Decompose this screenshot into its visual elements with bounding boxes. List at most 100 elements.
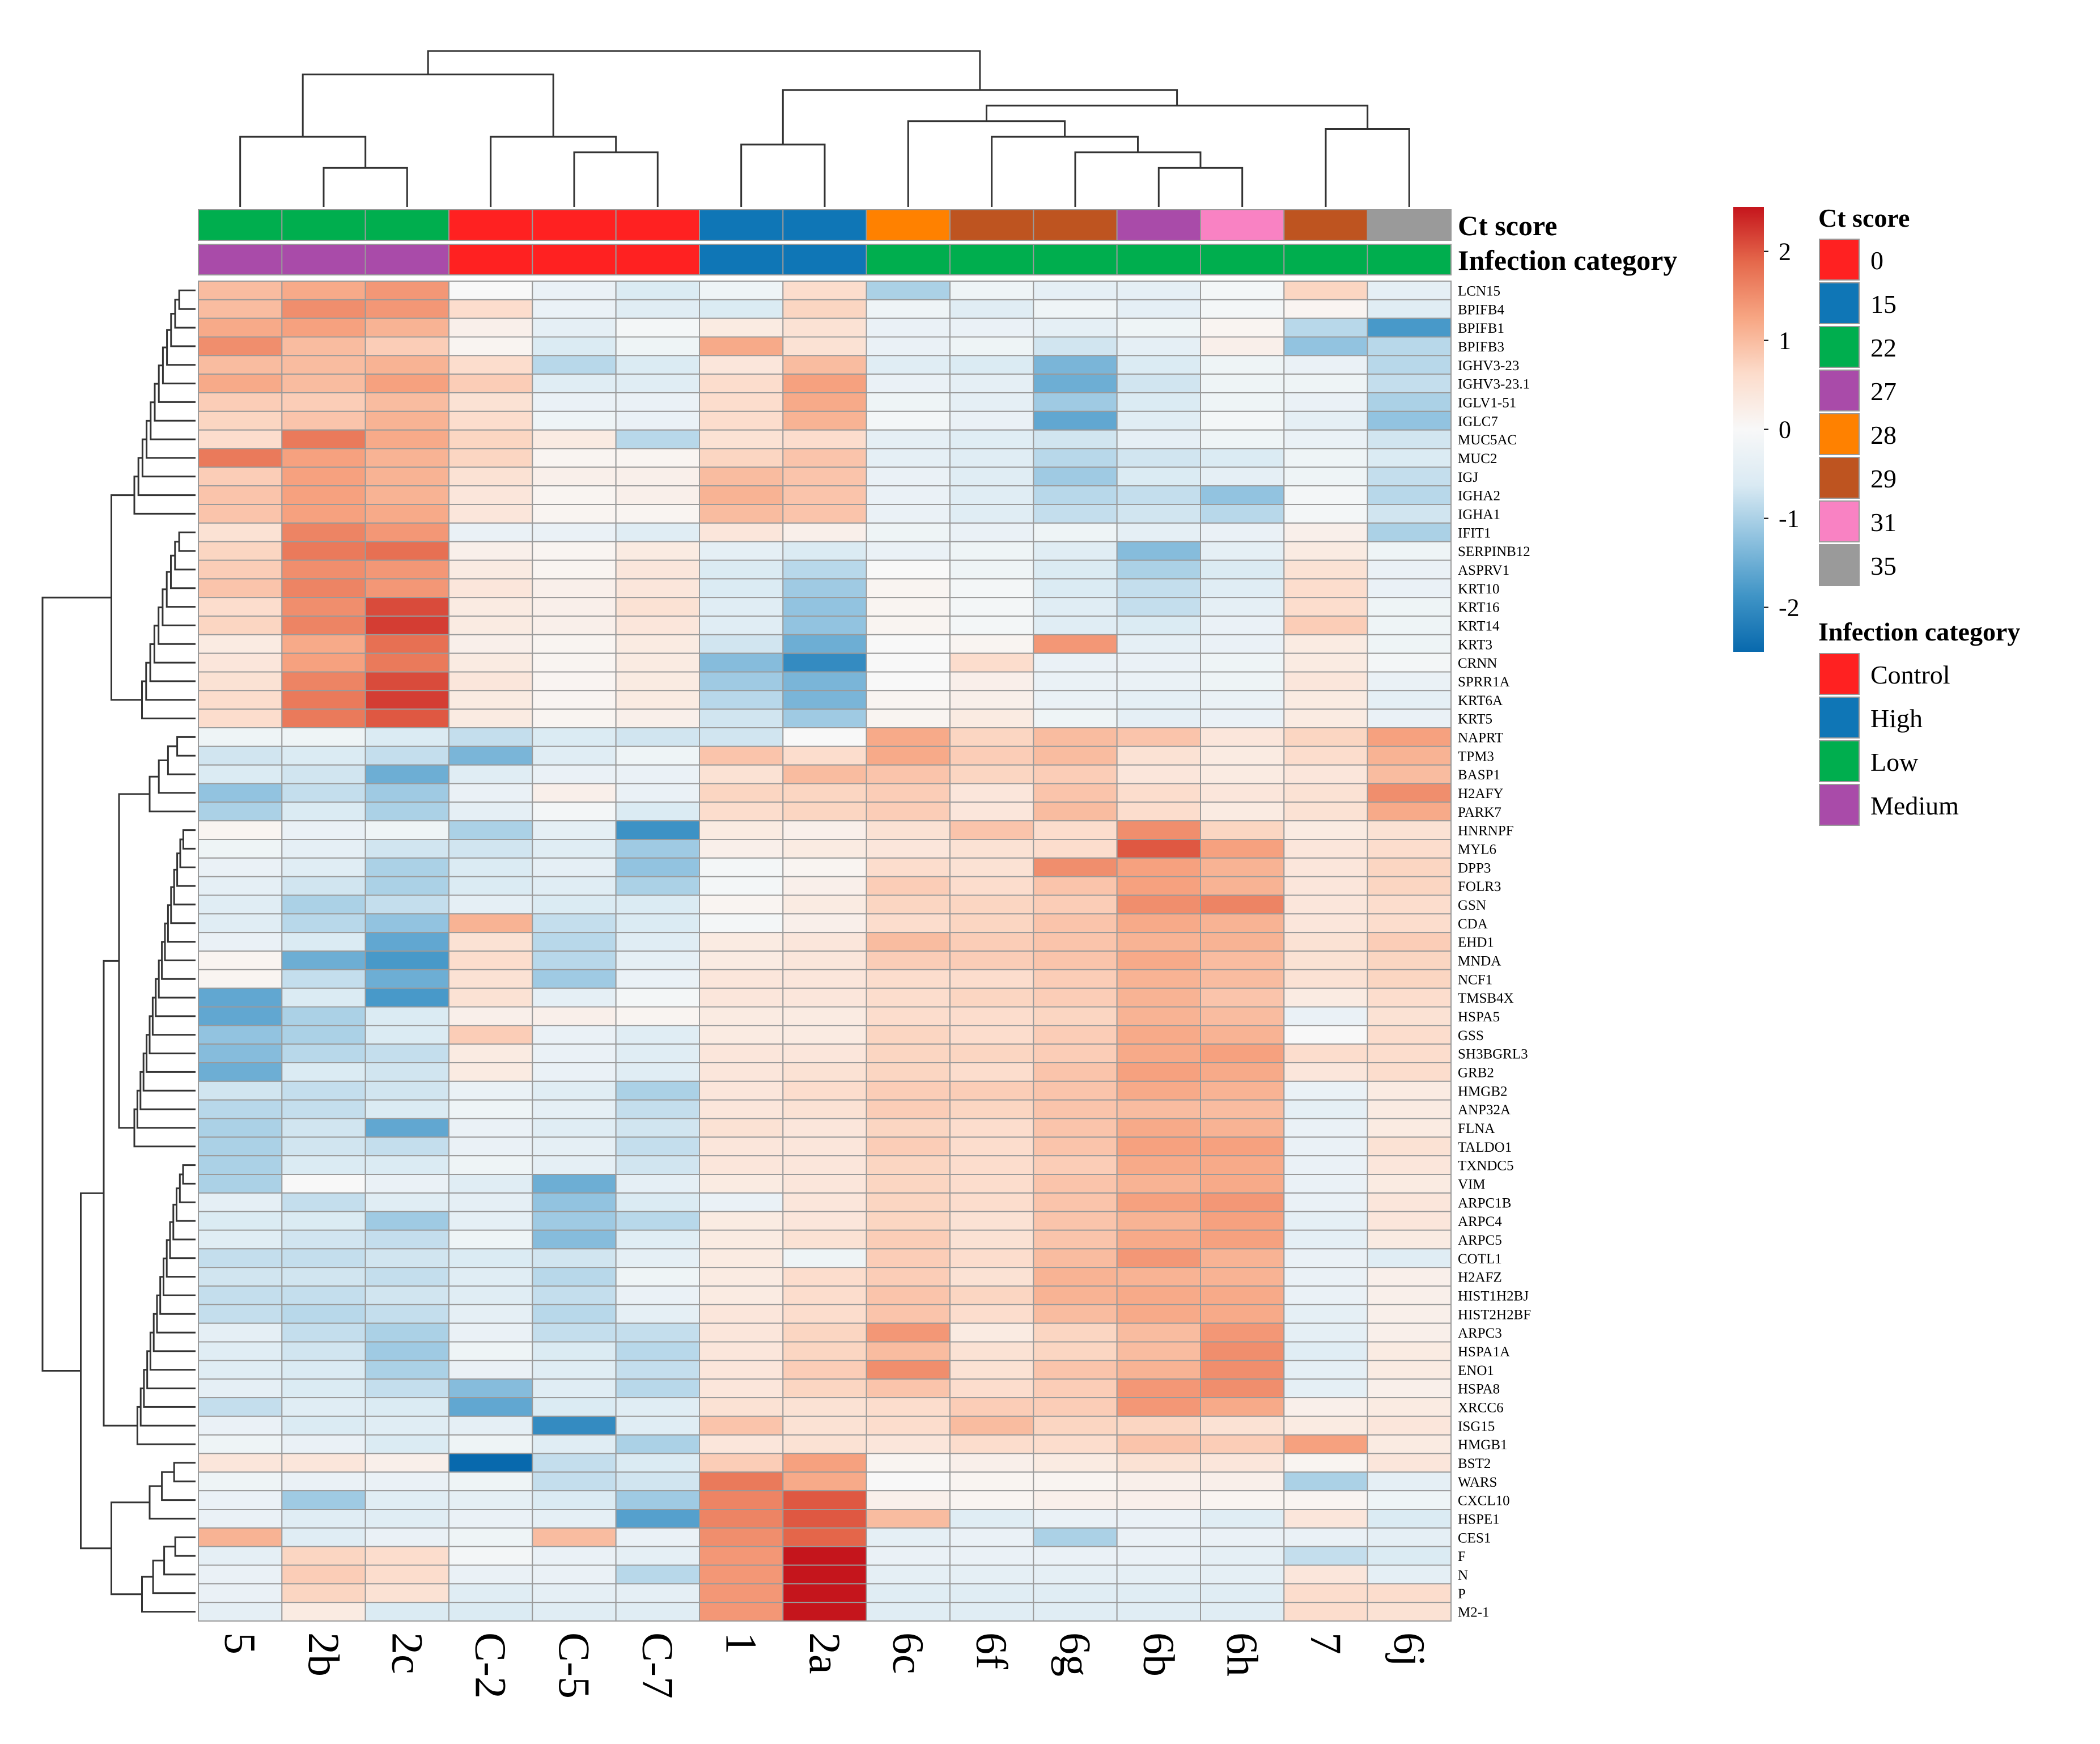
heatmap-cell xyxy=(1116,987,1202,1008)
heatmap-cell xyxy=(866,1471,951,1492)
heatmap-cell xyxy=(949,1360,1034,1380)
heatmap-cell xyxy=(1116,1341,1202,1361)
heatmap-cell xyxy=(532,969,617,989)
heatmap-cell xyxy=(281,392,366,412)
heatmap-cell xyxy=(866,541,951,561)
heatmap-cell xyxy=(1200,1490,1285,1510)
heatmap-cell xyxy=(532,1415,617,1436)
heatmap-cell xyxy=(364,1378,449,1398)
heatmap-cell xyxy=(281,987,366,1008)
heatmap-cell xyxy=(615,1602,701,1622)
dendrogram-branch xyxy=(176,736,196,757)
heatmap-cell xyxy=(699,969,784,989)
heatmap-cell xyxy=(1367,1490,1452,1510)
heatmap-cell xyxy=(364,616,449,635)
heatmap-cell xyxy=(699,1360,784,1380)
heatmap-cell xyxy=(1283,541,1368,561)
heatmap-cell xyxy=(1283,1415,1368,1436)
heatmap-cell xyxy=(281,355,366,375)
heatmap-cell xyxy=(532,1564,617,1585)
heatmap-cell xyxy=(364,1080,449,1101)
heatmap-cell xyxy=(1367,745,1452,766)
heatmap-cell xyxy=(1283,355,1368,375)
heatmap-cell xyxy=(699,410,784,431)
heatmap-cell xyxy=(1367,987,1452,1008)
heatmap-cell xyxy=(699,1211,784,1231)
heatmap-cell xyxy=(448,913,533,933)
heatmap-cell xyxy=(866,894,951,915)
heatmap-cell xyxy=(532,1080,617,1101)
dendrogram-branch xyxy=(141,1576,196,1613)
heatmap-cell xyxy=(532,820,617,841)
ct-score-legend-label: 27 xyxy=(1870,377,1897,406)
heatmap-cell xyxy=(1033,374,1118,393)
heatmap-cell xyxy=(448,392,533,412)
heatmap-cell xyxy=(1116,448,1202,468)
dendrogram-branch xyxy=(174,1536,196,1557)
heatmap-cell xyxy=(364,1509,449,1529)
heatmap-cell xyxy=(1033,1155,1118,1176)
heatmap-cell xyxy=(364,1285,449,1305)
heatmap-cell xyxy=(1116,652,1202,673)
heatmap-cell xyxy=(198,522,283,542)
heatmap-cell xyxy=(866,1527,951,1547)
heatmap-cell xyxy=(866,299,951,319)
heatmap-cell xyxy=(1367,616,1452,635)
heatmap-cell xyxy=(1200,745,1285,766)
heatmap-cell xyxy=(364,485,449,505)
heatmap-cell xyxy=(615,894,701,915)
column-label: 6g xyxy=(1051,1632,1100,1677)
heatmap-cell xyxy=(1367,1583,1452,1603)
heatmap-cell xyxy=(699,1527,784,1547)
heatmap-cell xyxy=(1033,429,1118,449)
heatmap-cell xyxy=(1283,336,1368,357)
heatmap-cell xyxy=(448,783,533,803)
heatmap-cell xyxy=(448,1453,533,1473)
row-label: SPRR1A xyxy=(1458,674,1510,690)
heatmap-cell xyxy=(1367,1602,1452,1622)
heatmap-cell xyxy=(364,1174,449,1194)
heatmap-cell xyxy=(949,634,1034,654)
heatmap-cell xyxy=(198,783,283,803)
dendrogram-branch xyxy=(111,494,142,701)
heatmap-cell xyxy=(949,616,1034,635)
heatmap-cell xyxy=(532,1490,617,1510)
heatmap-cell xyxy=(782,578,867,599)
heatmap-cell xyxy=(1033,616,1118,635)
infection-category-annotation-cell xyxy=(364,244,449,275)
heatmap-cell xyxy=(532,894,617,915)
row-label: WARS xyxy=(1458,1475,1497,1490)
heatmap-cell xyxy=(782,448,867,468)
heatmap-cell xyxy=(364,1583,449,1603)
row-label: SH3BGRL3 xyxy=(1458,1047,1528,1062)
heatmap-cell xyxy=(448,894,533,915)
heatmap-cell xyxy=(782,1583,867,1603)
heatmap-cell xyxy=(949,448,1034,468)
heatmap-cell xyxy=(532,1136,617,1157)
heatmap-cell xyxy=(1367,466,1452,487)
heatmap-cell xyxy=(782,727,867,747)
heatmap-cell xyxy=(866,1136,951,1157)
heatmap-cell xyxy=(866,913,951,933)
heatmap-cell xyxy=(448,1155,533,1176)
heatmap-cell xyxy=(1200,969,1285,989)
heatmap-cell xyxy=(1200,1248,1285,1268)
heatmap-cell xyxy=(281,745,366,766)
heatmap-cell xyxy=(198,1564,283,1585)
heatmap-cell xyxy=(699,932,784,952)
heatmap-cell xyxy=(949,429,1034,449)
heatmap-cell xyxy=(1283,1378,1368,1398)
heatmap-cell xyxy=(949,1490,1034,1510)
heatmap-cell xyxy=(448,1471,533,1492)
heatmap-cell xyxy=(281,1397,366,1417)
heatmap-cell xyxy=(1367,1155,1452,1176)
heatmap-cell xyxy=(532,1099,617,1119)
heatmap-cell xyxy=(448,876,533,896)
heatmap-cell xyxy=(1283,820,1368,841)
heatmap-cell xyxy=(532,522,617,542)
heatmap-cell xyxy=(1283,634,1368,654)
heatmap-cell xyxy=(782,1360,867,1380)
heatmap-cell xyxy=(782,299,867,319)
heatmap-cell xyxy=(1283,1136,1368,1157)
row-label: KRT16 xyxy=(1458,600,1500,616)
